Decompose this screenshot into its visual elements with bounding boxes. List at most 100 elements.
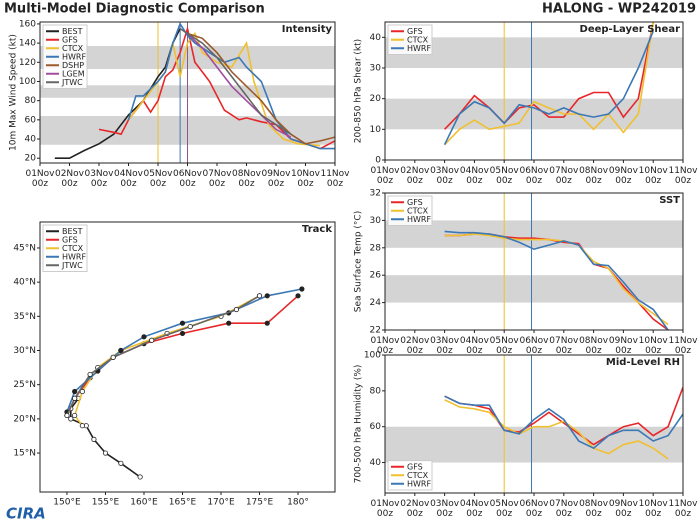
y-tick-label: 40°N — [13, 278, 36, 288]
x-tick-label: 04Nov 00z — [460, 166, 490, 186]
frame — [39, 221, 336, 493]
y-tick-label: 100 — [364, 351, 381, 361]
y-tick-label: 35°N — [13, 312, 36, 322]
track-point — [264, 293, 270, 299]
series-line — [73, 295, 260, 427]
series-line — [70, 397, 141, 478]
x-tick-label: 05Nov 00z — [490, 499, 520, 519]
x-tick-label: 180° — [287, 498, 309, 508]
track-point — [295, 293, 301, 299]
x-tick-label: 11Nov 00z — [668, 499, 698, 519]
x-tick-label: 170°E — [207, 498, 235, 508]
x-tick-label: 09Nov 00z — [261, 169, 291, 189]
storm-id: HALONG - WP242019 — [542, 2, 696, 17]
track-point — [79, 388, 85, 395]
legend-label: CTCX — [407, 206, 429, 215]
track-point — [79, 423, 85, 429]
series-line — [66, 295, 260, 416]
x-tick-label: 165°E — [169, 498, 197, 508]
band — [385, 426, 683, 463]
legend-label: JTWC — [61, 78, 83, 87]
y-tick-label: 100 — [19, 77, 36, 87]
track-point — [179, 320, 186, 326]
band — [385, 37, 683, 68]
series-line — [66, 288, 303, 413]
y-tick-label: 10 — [370, 125, 382, 135]
y-tick-label: 30 — [370, 64, 382, 74]
y-tick-label: 45°N — [13, 243, 36, 253]
legend-label: BEST — [62, 27, 83, 36]
legend-label: CTCX — [407, 35, 429, 44]
x-tick-label: 04Nov 00z — [114, 169, 144, 189]
legend-label: BEST — [62, 227, 83, 236]
series-line — [444, 395, 683, 450]
track-point — [141, 334, 147, 340]
x-tick-label: 01Nov 00z — [25, 169, 55, 189]
frame — [39, 21, 336, 164]
series-line — [186, 32, 292, 138]
x-tick-label: 08Nov 00z — [579, 499, 609, 519]
y-axis-label: 200-850 hPa Shear (kt) — [354, 39, 364, 143]
track-point — [64, 412, 70, 419]
track-point — [118, 347, 124, 354]
y-axis-label: 10m Max Wind Speed (kt) — [9, 34, 19, 151]
series-line — [187, 32, 335, 145]
x-tick-label: 01Nov 00z — [370, 336, 400, 356]
track-point — [102, 450, 109, 456]
track-point — [72, 388, 78, 395]
legend-label: CTCX — [62, 244, 84, 253]
x-tick-label: 04Nov 00z — [460, 499, 490, 519]
track-point — [233, 306, 240, 313]
x-tick-label: 05Nov 00z — [143, 169, 173, 189]
frame — [384, 21, 684, 161]
series-line — [444, 387, 683, 446]
plot-area — [385, 355, 683, 493]
x-tick-label: 03Nov 00z — [430, 166, 460, 186]
band — [385, 275, 683, 303]
x-tick-label: 07Nov 00z — [549, 336, 579, 356]
x-tick-label: 08Nov 00z — [579, 336, 609, 356]
track-point — [68, 416, 74, 422]
x-tick-label: 06Nov 00z — [519, 336, 549, 356]
series-line — [444, 22, 654, 146]
y-tick-label: 80 — [25, 96, 37, 106]
y-tick-label: 15°N — [13, 449, 36, 459]
x-tick-label: 09Nov 00z — [609, 499, 639, 519]
legend-label: GFS — [407, 27, 423, 36]
plot-area — [64, 286, 305, 480]
track-point — [118, 460, 124, 466]
y-tick-label: 40 — [370, 33, 382, 43]
legend-label: GFS — [407, 198, 423, 207]
y-tick-label: 20 — [25, 154, 37, 164]
y-tick-label: 160 — [19, 19, 36, 29]
track-point — [110, 354, 116, 360]
x-tick-label: 160°E — [130, 498, 158, 508]
x-tick-label: 175°E — [246, 498, 274, 508]
track-point — [72, 412, 78, 419]
plot-area — [385, 193, 683, 330]
x-tick-label: 150°E — [53, 498, 81, 508]
frame — [384, 192, 684, 331]
x-tick-label: 02Nov 00z — [400, 336, 430, 356]
y-tick-label: 40 — [370, 458, 382, 468]
y-axis-label: 700-500 hPa Humidity (%) — [354, 365, 364, 484]
series-line — [444, 399, 669, 460]
x-tick-label: 11Nov 00z — [668, 166, 698, 186]
x-tick-label: 07Nov 00z — [202, 169, 232, 189]
series-line — [444, 230, 669, 330]
x-tick-label: 03Nov 00z — [430, 499, 460, 519]
y-tick-label: 32 — [370, 189, 381, 199]
x-tick-label: 08Nov 00z — [232, 169, 262, 189]
panel-title: Intensity — [282, 24, 333, 35]
x-tick-label: 01Nov 00z — [370, 166, 400, 186]
x-tick-label: 05Nov 00z — [490, 166, 520, 186]
x-tick-label: 09Nov 00z — [609, 166, 639, 186]
x-tick-label: 01Nov 00z — [370, 499, 400, 519]
legend-label: LGEM — [62, 69, 85, 78]
y-tick-label: 22 — [370, 326, 381, 336]
y-tick-label: 28 — [370, 243, 382, 253]
x-tick-label: 05Nov 00z — [490, 336, 520, 356]
y-tick-label: 26 — [370, 271, 382, 281]
series-line — [443, 30, 654, 146]
x-tick-label: 03Nov 00z — [430, 336, 460, 356]
